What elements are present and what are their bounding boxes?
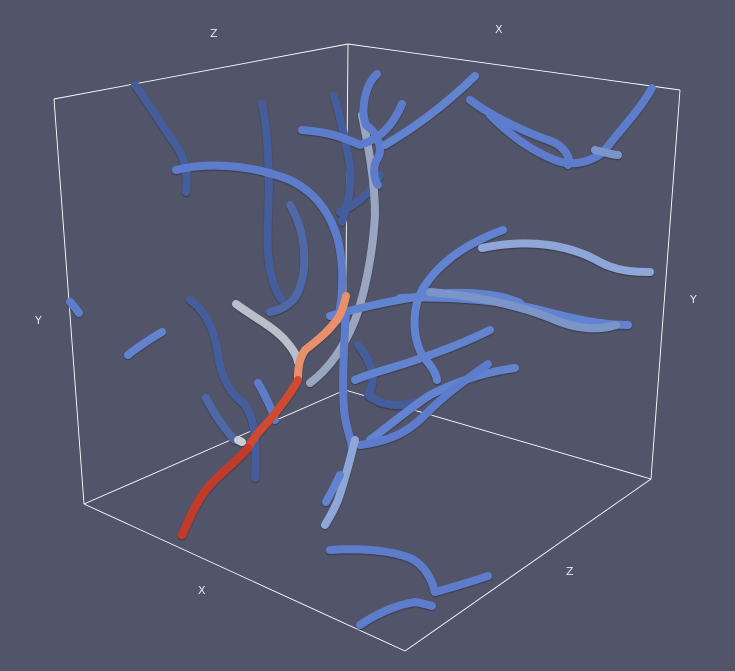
vessel-segment	[258, 100, 286, 304]
vessel-segment	[232, 300, 302, 366]
vessel-segment-hot	[177, 443, 253, 540]
vessel-segment-hot	[244, 376, 302, 452]
box-edge	[83, 389, 346, 505]
axis-label-x-bottom: X	[198, 584, 206, 597]
axis-label-z-top: Z	[210, 27, 218, 40]
vessel-segment	[326, 545, 439, 596]
box-edge	[404, 478, 652, 652]
vessel-segment	[202, 394, 239, 444]
axis-label-y-left: Y	[34, 314, 42, 327]
axis-label-z-bottom: Z	[566, 565, 574, 578]
vessel-node	[234, 436, 246, 446]
vessel-segment	[410, 226, 507, 384]
vessel-segment	[366, 364, 519, 444]
vessel-segment	[426, 288, 620, 333]
box-edge	[650, 89, 681, 480]
vessel-segment	[330, 92, 355, 226]
vessel-segment	[298, 100, 406, 149]
vessel-segment	[124, 328, 166, 359]
vessel-segment	[354, 341, 419, 410]
vessel-segment	[266, 201, 309, 316]
vessel-segment	[306, 111, 379, 387]
axis-labels: Z X Y Y X Z	[34, 23, 697, 597]
vessel-segment-warm	[294, 292, 350, 382]
vessel-segment	[356, 598, 436, 629]
vessel-segment	[591, 146, 622, 159]
vessel-segment	[66, 298, 83, 317]
vessel-segment	[478, 239, 654, 276]
axis-label-y-right: Y	[689, 293, 697, 306]
vessel-segment	[351, 326, 494, 384]
box-edge	[83, 503, 406, 652]
axis-label-x-top: X	[495, 23, 503, 36]
box-edge	[347, 43, 681, 91]
vessel-segment	[131, 81, 191, 196]
vessel-segment	[486, 84, 656, 168]
vessel-segment	[431, 572, 492, 596]
vessel-segment	[396, 293, 632, 329]
vessel-segment	[466, 96, 573, 169]
vessel-segment	[356, 360, 492, 449]
vessel-segment	[186, 296, 260, 482]
vessel-segment	[322, 471, 344, 506]
vessel-segment	[339, 306, 356, 452]
box-edge	[53, 43, 349, 100]
vessel-network	[66, 70, 656, 629]
vessel-segment	[172, 161, 347, 324]
vessel-segment	[381, 72, 479, 149]
vessel-segment	[321, 436, 359, 529]
vessel-segment	[359, 70, 384, 189]
